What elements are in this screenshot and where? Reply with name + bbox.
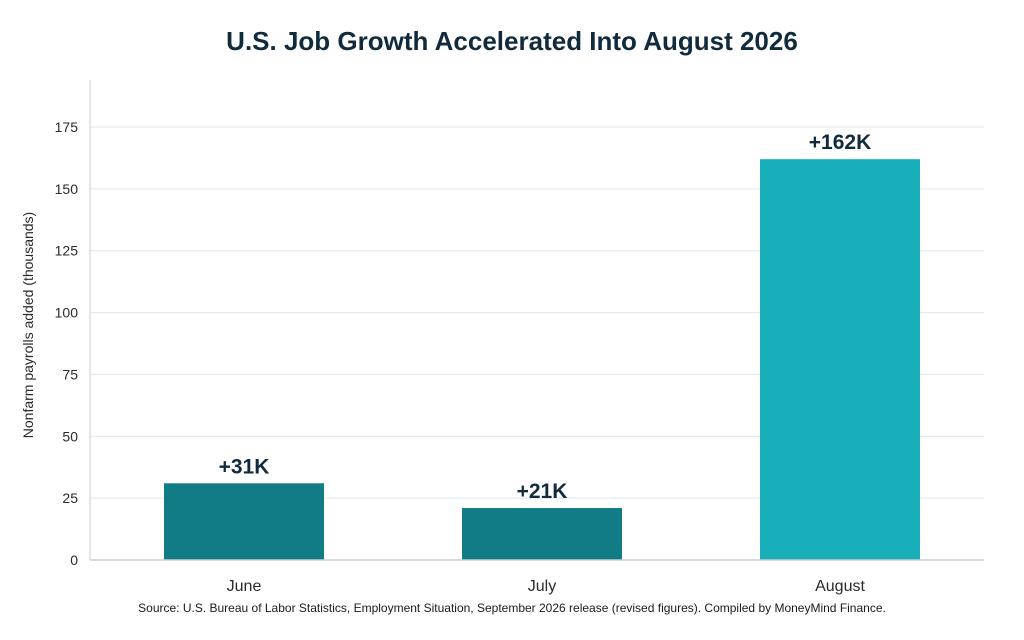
x-tick-label: June [227, 578, 262, 595]
y-axis-title: Nonfarm payrolls added (thousands) [20, 212, 36, 438]
data-label: +21K [517, 480, 568, 503]
bar-june [164, 483, 324, 560]
data-label: +31K [219, 455, 270, 478]
source-note: Source: U.S. Bureau of Labor Statistics,… [138, 601, 886, 615]
y-tick-label: 150 [55, 181, 79, 197]
y-tick-label: 0 [70, 552, 78, 568]
chart-title: U.S. Job Growth Accelerated Into August … [226, 26, 798, 56]
bar-july [462, 508, 622, 560]
x-tick-label: August [815, 578, 865, 595]
bar-august [760, 159, 920, 560]
y-axis: 0 25 50 75 100 125 150 175 [55, 80, 91, 568]
x-axis: June July August [90, 559, 984, 595]
y-tick-label: 100 [55, 305, 79, 321]
data-labels: +31K +21K +162K [219, 131, 872, 503]
y-tick-label: 125 [55, 243, 79, 259]
data-label: +162K [809, 131, 871, 154]
x-tick-label: July [528, 578, 556, 595]
y-tick-label: 175 [55, 119, 79, 135]
y-tick-label: 50 [62, 428, 78, 444]
y-tick-label: 25 [62, 490, 78, 506]
bars [164, 159, 920, 560]
y-tick-label: 75 [62, 366, 78, 382]
